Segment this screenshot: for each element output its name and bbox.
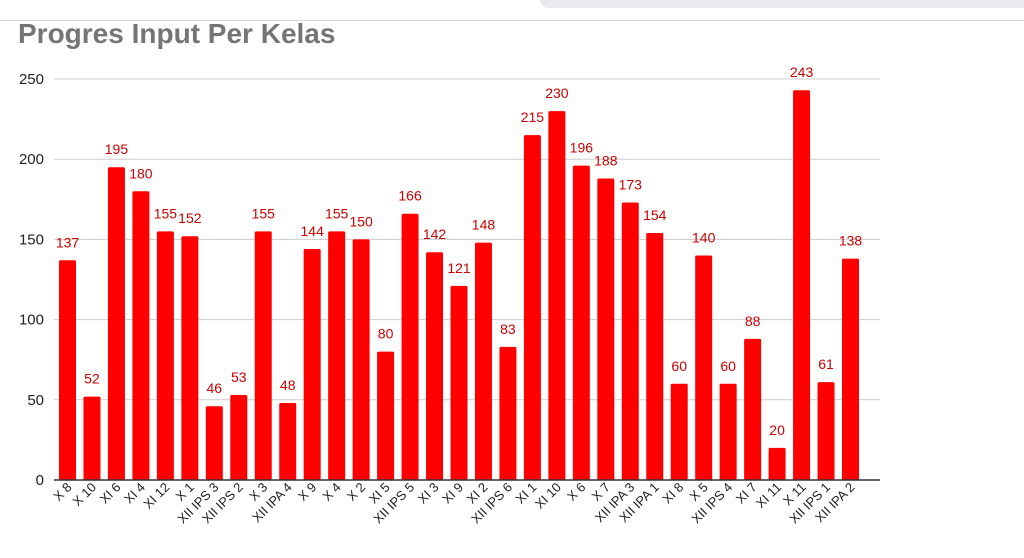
chart-title: Progres Input Per Kelas [18,18,336,49]
y-tick-label: 0 [36,472,44,489]
bar [548,111,566,480]
bars [59,90,859,480]
bar [279,403,297,480]
bar [205,406,223,480]
data-label: 195 [105,141,129,157]
y-tick-label: 100 [19,312,44,329]
data-label: 140 [692,229,716,245]
bar [842,258,859,480]
data-label: 196 [570,140,594,156]
address-bar-edge [540,0,1024,8]
y-tick-label: 200 [19,151,44,168]
x-tick-label: X 10 [70,480,100,510]
bar [695,255,713,480]
data-label: 150 [349,213,373,229]
x-tick-label: X 6 [564,480,588,504]
bar [499,346,517,480]
bar [59,260,76,480]
bar [401,213,419,480]
bar [156,231,174,480]
data-label: 173 [619,177,643,193]
bar [426,252,444,480]
bar [83,396,101,480]
data-label: 60 [720,358,736,374]
browser-top-bar [0,0,1024,21]
bar [572,165,590,480]
x-tick-label: XI 6 [97,480,124,507]
bar [744,338,762,480]
bar [450,285,468,480]
x-tick-label: XI 9 [439,480,466,507]
data-label: 53 [231,369,247,385]
data-label: 142 [423,226,447,242]
data-label: 80 [378,326,394,342]
y-tick-label: 250 [19,71,44,88]
x-tick-label: XI 8 [659,480,686,507]
x-tick-label: X 4 [319,480,343,504]
data-label: 166 [398,188,422,204]
x-tick-label: X 2 [344,480,368,504]
data-label: 215 [521,109,545,125]
data-label: 88 [745,313,761,329]
data-label: 155 [154,205,178,221]
bar [646,232,664,480]
data-label: 148 [472,217,496,233]
bar [793,90,811,480]
data-label: 60 [671,358,687,374]
data-label: 138 [839,233,863,249]
data-label: 155 [325,205,349,221]
bar [107,167,125,480]
data-label: 230 [545,85,569,101]
bar [817,382,835,480]
data-label: 144 [301,223,325,239]
x-tick-label: XI 3 [415,480,442,507]
data-label: 52 [84,371,100,387]
bar [352,239,370,480]
x-tick-label: XI 10 [532,480,564,512]
data-label: 137 [56,234,80,250]
bar [303,249,321,480]
data-label: 188 [594,152,618,168]
bar [768,447,786,480]
data-label: 180 [129,165,153,181]
y-axis-ticks: 0 50 100 150 200 250 [19,71,44,489]
bar [377,351,395,480]
bar [597,178,615,480]
data-label: 121 [447,260,471,276]
data-label: 152 [178,210,202,226]
bar [523,135,541,480]
data-label: 83 [500,321,516,337]
data-label: 243 [790,64,814,80]
data-label: 48 [280,377,296,393]
bar [719,383,737,480]
data-label: 155 [252,205,276,221]
bar [474,242,492,480]
data-label: 46 [207,380,223,396]
bar [181,236,199,480]
y-tick-label: 50 [27,392,44,409]
bar [328,231,346,480]
bar [230,394,248,480]
data-label: 61 [818,356,834,372]
x-tick-label: XI 11 [753,480,784,511]
data-label: 20 [769,422,785,438]
y-tick-label: 150 [19,231,44,248]
bar [621,202,639,480]
bar [132,191,150,480]
x-tick-label: XI 12 [140,480,172,512]
x-tick-label: X 9 [295,480,319,504]
data-label: 154 [643,207,667,223]
bar [670,383,688,480]
bar [254,231,272,480]
